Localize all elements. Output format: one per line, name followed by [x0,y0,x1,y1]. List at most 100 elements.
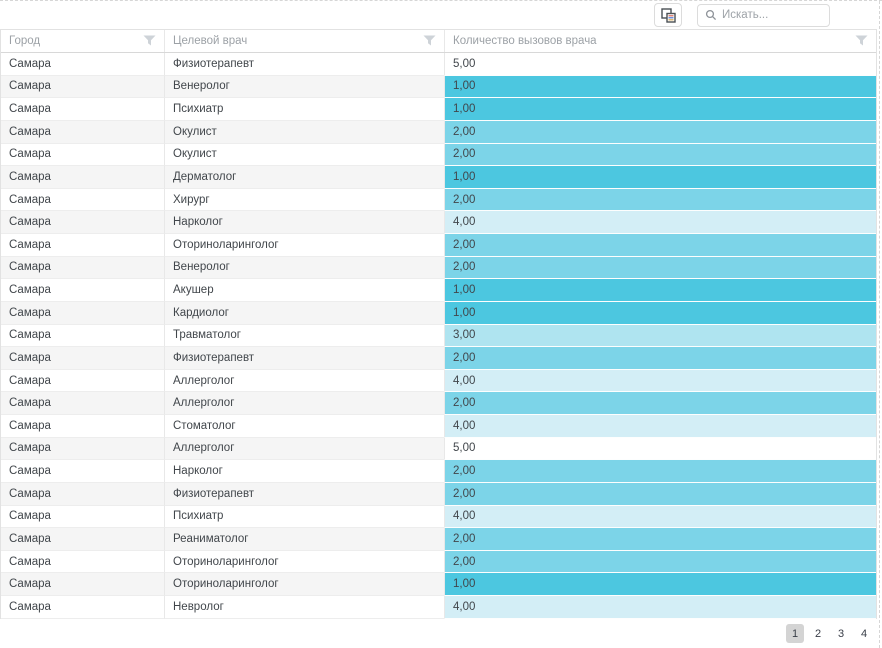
column-header-label: Целевой врач [173,35,247,47]
filter-icon[interactable] [423,35,436,47]
value-cell: 4,00 [444,415,876,438]
doctor-cell: Венеролог [164,76,444,99]
filter-icon[interactable] [143,35,156,47]
value-cell: 1,00 [444,573,876,596]
value-cell: 2,00 [444,460,876,483]
value-cell: 1,00 [444,302,876,325]
doctor-cell: Нарколог [164,460,444,483]
value-cell: 4,00 [444,211,876,234]
doctor-cell: Реаниматолог [164,528,444,551]
doctor-cell: Травматолог [164,325,444,348]
value-cell: 2,00 [444,392,876,415]
table-row[interactable]: СамараВенеролог1,00 [1,76,876,99]
table-row[interactable]: СамараОкулист2,00 [1,144,876,167]
filter-icon[interactable] [855,35,868,47]
table-row[interactable]: СамараФизиотерапевт5,00 [1,53,876,76]
table-row[interactable]: СамараАкушер1,00 [1,279,876,302]
city-cell: Самара [1,415,164,438]
pager-page-4[interactable]: 4 [855,624,873,643]
table-row[interactable]: СамараДерматолог1,00 [1,166,876,189]
grid-toolbar [0,1,882,29]
city-cell: Самара [1,460,164,483]
value-cell: 2,00 [444,528,876,551]
search-input[interactable] [722,9,822,21]
table-row[interactable]: СамараПсихиатр4,00 [1,506,876,529]
table-row[interactable]: СамараФизиотерапевт2,00 [1,483,876,506]
city-cell: Самара [1,76,164,99]
city-cell: Самара [1,189,164,212]
column-header-city[interactable]: Город [1,30,164,52]
table-row[interactable]: СамараРеаниматолог2,00 [1,528,876,551]
pager-page-1[interactable]: 1 [786,624,804,643]
table-row[interactable]: СамараОториноларинголог2,00 [1,234,876,257]
pager-page-3[interactable]: 3 [832,624,850,643]
dashboard-grid-item: Город Целевой врач Количество вызовов вр… [0,0,882,648]
value-cell: 2,00 [444,234,876,257]
pager-page-2[interactable]: 2 [809,624,827,643]
doctor-cell: Кардиолог [164,302,444,325]
table-row[interactable]: СамараВенеролог2,00 [1,257,876,280]
city-cell: Самара [1,528,164,551]
value-cell: 1,00 [444,279,876,302]
column-header-doctor[interactable]: Целевой врач [164,30,444,52]
column-header-label: Город [9,35,40,47]
doctor-cell: Психиатр [164,98,444,121]
value-cell: 5,00 [444,53,876,76]
item-boundary-dashed [879,1,880,648]
city-cell: Самара [1,370,164,393]
value-cell: 2,00 [444,189,876,212]
city-cell: Самара [1,279,164,302]
doctor-cell: Дерматолог [164,166,444,189]
table-row[interactable]: СамараАллерголог5,00 [1,438,876,461]
city-cell: Самара [1,144,164,167]
city-cell: Самара [1,483,164,506]
doctor-cell: Физиотерапевт [164,347,444,370]
doctor-cell: Окулист [164,144,444,167]
city-cell: Самара [1,596,164,619]
city-cell: Самара [1,98,164,121]
value-cell: 2,00 [444,551,876,574]
table-row[interactable]: СамараКардиолог1,00 [1,302,876,325]
column-header-call-count[interactable]: Количество вызовов врача [444,30,876,52]
doctor-cell: Аллерголог [164,392,444,415]
doctor-cell: Аллерголог [164,370,444,393]
value-cell: 5,00 [444,438,876,461]
table-row[interactable]: СамараХирург2,00 [1,189,876,212]
city-cell: Самара [1,551,164,574]
table-row[interactable]: СамараСтоматолог4,00 [1,415,876,438]
city-cell: Самара [1,121,164,144]
doctor-cell: Оториноларинголог [164,234,444,257]
table-row[interactable]: СамараАллерголог2,00 [1,392,876,415]
table-row[interactable]: СамараНарколог4,00 [1,211,876,234]
table-row[interactable]: СамараПсихиатр1,00 [1,98,876,121]
city-cell: Самара [1,257,164,280]
table-row[interactable]: СамараОториноларинголог1,00 [1,573,876,596]
city-cell: Самара [1,234,164,257]
grid-body: СамараФизиотерапевт5,00СамараВенеролог1,… [1,53,876,619]
search-box[interactable] [697,4,830,27]
doctor-cell: Акушер [164,279,444,302]
value-cell: 4,00 [444,596,876,619]
value-cell: 2,00 [444,483,876,506]
doctor-cell: Психиатр [164,506,444,529]
doctor-cell: Окулист [164,121,444,144]
value-cell: 1,00 [444,76,876,99]
data-grid: Город Целевой врач Количество вызовов вр… [0,29,877,619]
doctor-cell: Аллерголог [164,438,444,461]
table-row[interactable]: СамараОториноларинголог2,00 [1,551,876,574]
column-chooser-button[interactable] [654,3,682,27]
pager: 1234 [786,624,873,643]
table-row[interactable]: СамараНевролог4,00 [1,596,876,619]
search-icon [705,9,717,21]
table-row[interactable]: СамараНарколог2,00 [1,460,876,483]
doctor-cell: Оториноларинголог [164,551,444,574]
doctor-cell: Физиотерапевт [164,483,444,506]
city-cell: Самара [1,211,164,234]
city-cell: Самара [1,347,164,370]
table-row[interactable]: СамараТравматолог3,00 [1,325,876,348]
column-header-label: Количество вызовов врача [453,35,597,47]
value-cell: 1,00 [444,166,876,189]
table-row[interactable]: СамараАллерголог4,00 [1,370,876,393]
table-row[interactable]: СамараОкулист2,00 [1,121,876,144]
table-row[interactable]: СамараФизиотерапевт2,00 [1,347,876,370]
